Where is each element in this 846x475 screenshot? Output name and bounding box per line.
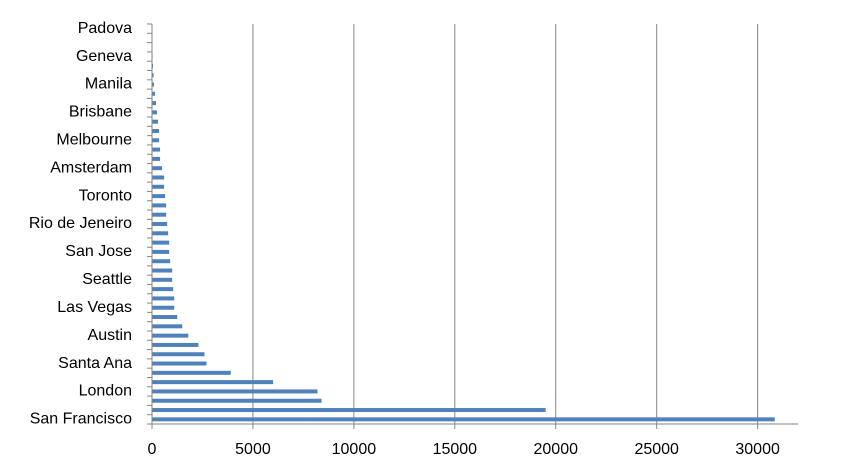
bar: [152, 194, 166, 199]
bar: [152, 240, 170, 245]
bar: [152, 203, 167, 208]
bar: [152, 333, 189, 338]
bar: [152, 101, 157, 106]
bar: [152, 63, 154, 68]
bar: [152, 259, 171, 264]
y-tick-label: Rio de Jeneiro: [29, 215, 132, 232]
bar: [152, 73, 154, 78]
y-tick-label: Amsterdam: [50, 159, 132, 176]
x-tick-label: 0: [148, 441, 157, 458]
bar: [152, 147, 161, 152]
bar: [152, 352, 205, 357]
bar: [152, 408, 546, 413]
y-tick-label: Las Vegas: [57, 299, 132, 316]
bar: [152, 296, 175, 301]
y-tick-label: Manila: [85, 76, 132, 93]
bar: [152, 110, 158, 115]
bar: [152, 166, 163, 171]
y-tick-label: Seattle: [82, 271, 132, 288]
bar: [152, 370, 231, 375]
bar: [152, 380, 274, 385]
x-tick-label: 25000: [634, 441, 679, 458]
bar: [152, 128, 160, 133]
bar: [152, 398, 322, 403]
bar: [152, 119, 159, 124]
bar: [152, 342, 199, 347]
bar: [152, 305, 175, 310]
bar: [152, 212, 167, 217]
bar: [152, 249, 170, 254]
y-tick-label: Santa Ana: [58, 355, 132, 372]
bar: [152, 175, 165, 180]
y-tick-label: Toronto: [79, 187, 132, 204]
bar: [152, 156, 161, 161]
x-tick-label: 10000: [332, 441, 377, 458]
bar: [152, 324, 183, 329]
x-tick-label: 30000: [735, 441, 780, 458]
bar: [152, 389, 318, 394]
bar: [152, 361, 207, 366]
bar: [152, 287, 174, 292]
y-tick-label: Melbourne: [56, 131, 132, 148]
y-tick-label: London: [79, 383, 132, 400]
bar: [152, 315, 178, 320]
bar: [152, 184, 165, 189]
x-tick-label: 15000: [433, 441, 478, 458]
y-tick-label: Padova: [78, 20, 132, 37]
bar: [152, 91, 156, 96]
bar: [152, 231, 169, 236]
y-tick-label: San Francisco: [30, 411, 132, 428]
bar: [152, 138, 160, 143]
x-tick-label: 5000: [235, 441, 271, 458]
bar: [152, 417, 775, 422]
bar: [152, 82, 155, 87]
y-tick-label: San Jose: [65, 243, 132, 260]
bar: [152, 268, 173, 273]
y-tick-label: Brisbane: [69, 104, 132, 121]
y-tick-label: Geneva: [76, 48, 132, 65]
bar: [152, 222, 168, 226]
y-tick-label: Austin: [88, 327, 132, 344]
bar: [152, 277, 173, 282]
x-tick-label: 20000: [534, 441, 579, 458]
